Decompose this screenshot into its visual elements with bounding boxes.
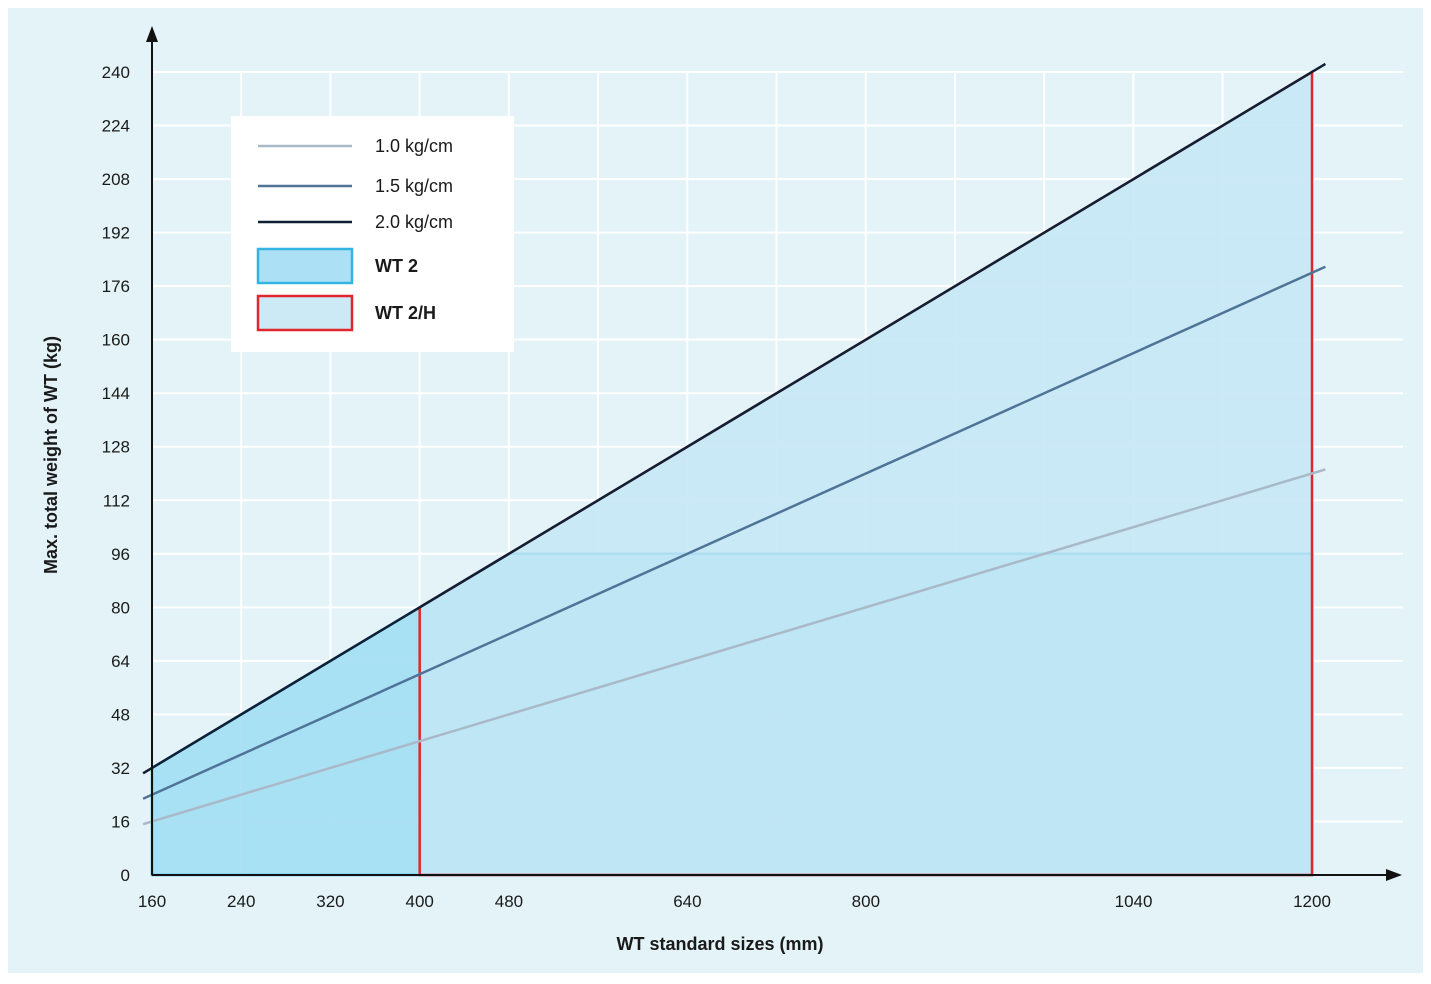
y-tick-label: 144	[102, 384, 130, 403]
y-tick-label: 192	[102, 224, 130, 243]
x-tick-label: 1040	[1115, 892, 1153, 911]
x-tick-label: 480	[495, 892, 523, 911]
y-tick-label: 48	[111, 705, 130, 724]
y-tick-label: 16	[111, 812, 130, 831]
y-axis-arrow	[146, 26, 158, 42]
legend-label-2-0-kg-cm: 2.0 kg/cm	[375, 212, 453, 232]
legend-label-1-5-kg-cm: 1.5 kg/cm	[375, 176, 453, 196]
axes	[146, 26, 1402, 881]
x-axis-arrow	[1386, 869, 1402, 881]
y-tick-label: 0	[121, 866, 130, 885]
legend: 1.0 kg/cm 1.5 kg/cm 2.0 kg/cm WT 2 WT 2/H	[231, 116, 514, 352]
y-tick-label: 224	[102, 117, 130, 136]
x-tick-label: 240	[227, 892, 255, 911]
legend-swatch-wt-2	[256, 247, 354, 285]
legend-label-wt-2: WT 2	[375, 256, 418, 276]
y-tick-label: 112	[103, 491, 130, 510]
series-lines	[142, 62, 1327, 826]
y-tick-label: 96	[111, 545, 130, 564]
series-line-1-5-kg-cm	[142, 265, 1326, 800]
y-tick-label: 128	[102, 438, 130, 457]
y-tick-label: 176	[102, 277, 130, 296]
y-tick-label: 80	[111, 598, 130, 617]
y-tick-label: 240	[102, 63, 130, 82]
y-tick-label: 32	[111, 759, 130, 778]
y-tick-label: 160	[102, 331, 130, 350]
series-line-1-0-kg-cm	[142, 468, 1326, 826]
x-tick-label: 800	[852, 892, 880, 911]
x-tick-label: 1200	[1293, 892, 1331, 911]
y-tick-label: 208	[102, 170, 130, 189]
tick-labels: 0 16 32 48 64 80 96 112 128 144 160 176 192 208 224 240…	[102, 63, 1331, 911]
series-line-2-0-kg-cm	[142, 62, 1327, 775]
x-tick-label: 320	[316, 892, 344, 911]
y-axis-title: Max. total weight of WT (kg)	[41, 336, 61, 574]
legend-label-wt-2-h: WT 2/H	[375, 303, 436, 323]
y-tick-label: 64	[111, 652, 130, 671]
x-tick-label: 640	[673, 892, 701, 911]
legend-label-1-0-kg-cm: 1.0 kg/cm	[375, 136, 453, 156]
legend-swatch-wt-2-h	[256, 294, 354, 332]
x-axis-title: WT standard sizes (mm)	[616, 934, 823, 954]
x-tick-label: 400	[406, 892, 434, 911]
x-tick-label: 160	[138, 892, 166, 911]
